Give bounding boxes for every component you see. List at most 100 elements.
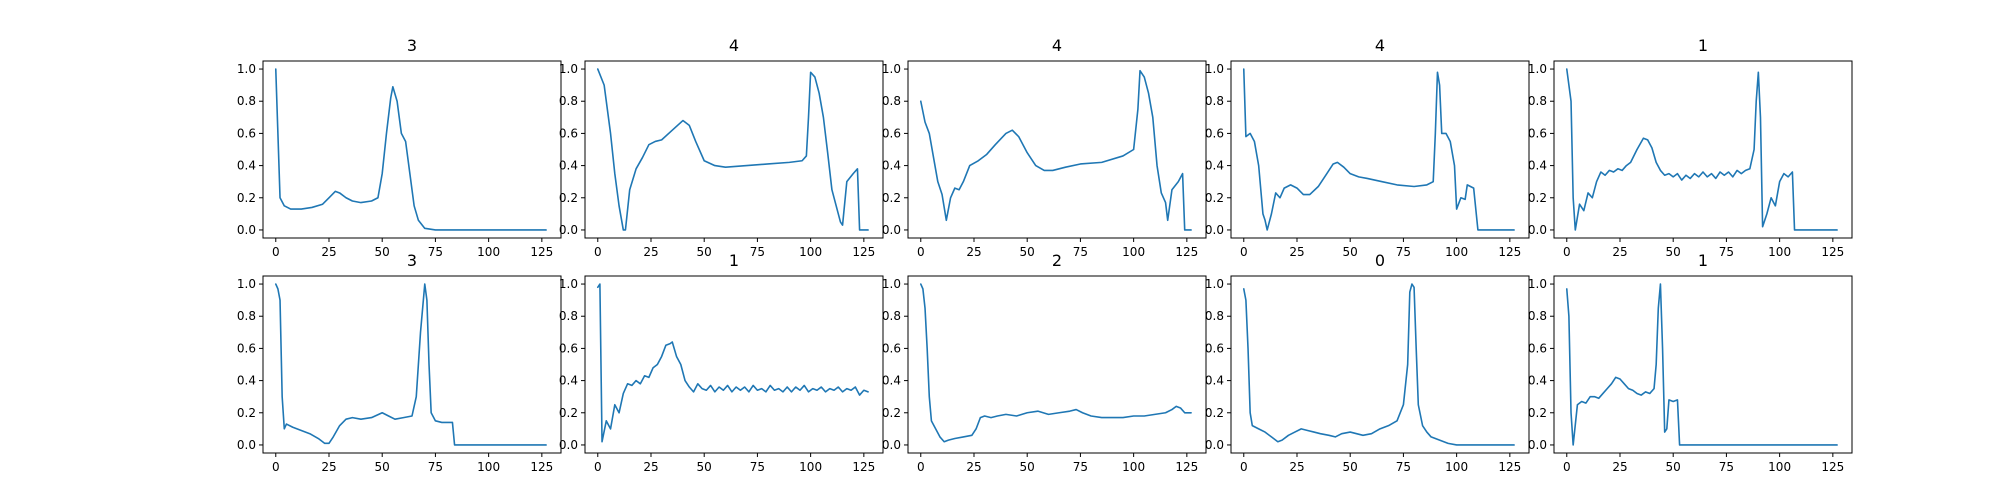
x-tick-label: 50 — [1666, 245, 1681, 259]
panel-title: 4 — [1375, 36, 1385, 55]
panel-4: 4 0 25 50 75 100 125 0.0 0.2 0.4 0.6 0.8 1.0 — [1205, 36, 1530, 259]
x-tick-label: 100 — [799, 245, 822, 259]
x-tick-label: 125 — [1498, 460, 1521, 474]
panel-6: 3 0 25 50 75 100 125 0.0 0.2 0.4 0.6 0.8 1.0 — [237, 251, 562, 474]
y-tick-label: 0.8 — [237, 94, 256, 108]
x-tick-label: 0 — [1240, 460, 1248, 474]
x-tick-label: 125 — [852, 460, 875, 474]
series-line — [1242, 68, 1515, 231]
axes-frame — [1230, 275, 1530, 454]
y-tick-label: 0.6 — [559, 126, 578, 140]
y-tick-label: 1.0 — [237, 62, 256, 76]
x-tick-label: 125 — [1498, 245, 1521, 259]
y-tick-label: 0.6 — [882, 126, 901, 140]
y-tick-label: 0.0 — [559, 438, 578, 452]
x-tick-label: 25 — [643, 460, 658, 474]
y-tick-label: 0.8 — [1205, 309, 1224, 323]
y-tick-label: 0.4 — [559, 374, 578, 388]
x-tick-label: 75 — [428, 245, 443, 259]
axes-frame — [584, 60, 884, 239]
panel-8: 2 0 25 50 75 100 125 0.0 0.2 0.4 0.6 0.8 1.0 — [882, 251, 1207, 474]
x-tick-label: 50 — [1020, 460, 1035, 474]
y-tick-label: 1.0 — [1528, 62, 1547, 76]
y-tick-label: 0.8 — [882, 309, 901, 323]
x-tick-label: 0 — [1563, 460, 1571, 474]
y-tick-label: 0.0 — [559, 223, 578, 237]
x-tick-label: 100 — [1768, 245, 1791, 259]
y-tick-label: 0.2 — [1205, 406, 1224, 420]
axes-frame — [907, 275, 1207, 454]
panel-title: 2 — [1052, 251, 1062, 270]
y-tick-label: 0.4 — [1528, 374, 1547, 388]
axes-frame — [262, 275, 562, 454]
y-tick-label: 1.0 — [882, 277, 901, 291]
y-tick-label: 0.6 — [237, 126, 256, 140]
x-tick-label: 50 — [697, 245, 712, 259]
x-tick-label: 100 — [1768, 460, 1791, 474]
y-tick-label: 1.0 — [1205, 62, 1224, 76]
y-tick-label: 0.2 — [882, 406, 901, 420]
x-tick-label: 25 — [321, 460, 336, 474]
x-tick-label: 0 — [917, 245, 925, 259]
x-tick-label: 125 — [530, 460, 553, 474]
y-tick-label: 0.4 — [1528, 159, 1547, 173]
axes-frame — [1553, 60, 1853, 239]
axes-frame — [262, 60, 562, 239]
x-tick-label: 50 — [697, 460, 712, 474]
series-line — [919, 283, 1192, 443]
y-tick-label: 0.0 — [882, 223, 901, 237]
panel-title: 4 — [729, 36, 739, 55]
x-tick-label: 25 — [1612, 460, 1627, 474]
panel-2: 4 0 25 50 75 100 125 0.0 0.2 0.4 0.6 0.8 1.0 — [559, 36, 884, 259]
y-tick-label: 0.4 — [237, 374, 256, 388]
panel-title: 3 — [407, 251, 417, 270]
y-tick-label: 0.4 — [1205, 159, 1224, 173]
x-tick-label: 75 — [428, 460, 443, 474]
y-tick-label: 0.2 — [882, 191, 901, 205]
x-tick-label: 75 — [1073, 245, 1088, 259]
x-tick-label: 0 — [917, 460, 925, 474]
axes-frame — [907, 60, 1207, 239]
x-tick-label: 50 — [375, 245, 390, 259]
x-tick-label: 25 — [1612, 245, 1627, 259]
y-tick-label: 0.6 — [882, 341, 901, 355]
x-tick-label: 50 — [375, 460, 390, 474]
panel-3: 4 0 25 50 75 100 125 0.0 0.2 0.4 0.6 0.8 1.0 — [882, 36, 1207, 259]
x-tick-label: 0 — [594, 460, 602, 474]
x-tick-label: 0 — [1240, 245, 1248, 259]
y-tick-label: 1.0 — [1205, 277, 1224, 291]
x-tick-label: 25 — [966, 460, 981, 474]
panel-title: 1 — [1698, 251, 1708, 270]
x-tick-label: 125 — [1821, 245, 1844, 259]
y-tick-label: 0.6 — [1528, 341, 1547, 355]
x-tick-label: 25 — [1289, 245, 1304, 259]
x-tick-label: 0 — [272, 460, 280, 474]
y-tick-label: 0.0 — [882, 438, 901, 452]
y-tick-label: 0.6 — [1205, 341, 1224, 355]
x-tick-label: 100 — [1122, 245, 1145, 259]
axes-frame — [1230, 60, 1530, 239]
x-tick-label: 75 — [1396, 245, 1411, 259]
y-tick-label: 0.8 — [882, 94, 901, 108]
y-tick-label: 0.0 — [237, 438, 256, 452]
x-tick-label: 125 — [1821, 460, 1844, 474]
y-tick-label: 1.0 — [1528, 277, 1547, 291]
y-tick-label: 0.0 — [1205, 223, 1224, 237]
x-tick-label: 0 — [594, 245, 602, 259]
series-line — [1565, 283, 1838, 446]
series-line — [274, 68, 547, 231]
series-line — [596, 283, 869, 443]
series-line — [596, 68, 869, 231]
y-tick-label: 0.4 — [882, 374, 901, 388]
y-tick-label: 1.0 — [559, 62, 578, 76]
y-tick-label: 0.0 — [1528, 223, 1547, 237]
x-tick-label: 75 — [750, 245, 765, 259]
x-tick-label: 75 — [1719, 460, 1734, 474]
y-tick-label: 0.8 — [559, 309, 578, 323]
x-tick-label: 25 — [966, 245, 981, 259]
y-tick-label: 0.4 — [237, 159, 256, 173]
y-tick-label: 0.4 — [1205, 374, 1224, 388]
panel-title: 1 — [1698, 36, 1708, 55]
series-line — [274, 283, 547, 446]
